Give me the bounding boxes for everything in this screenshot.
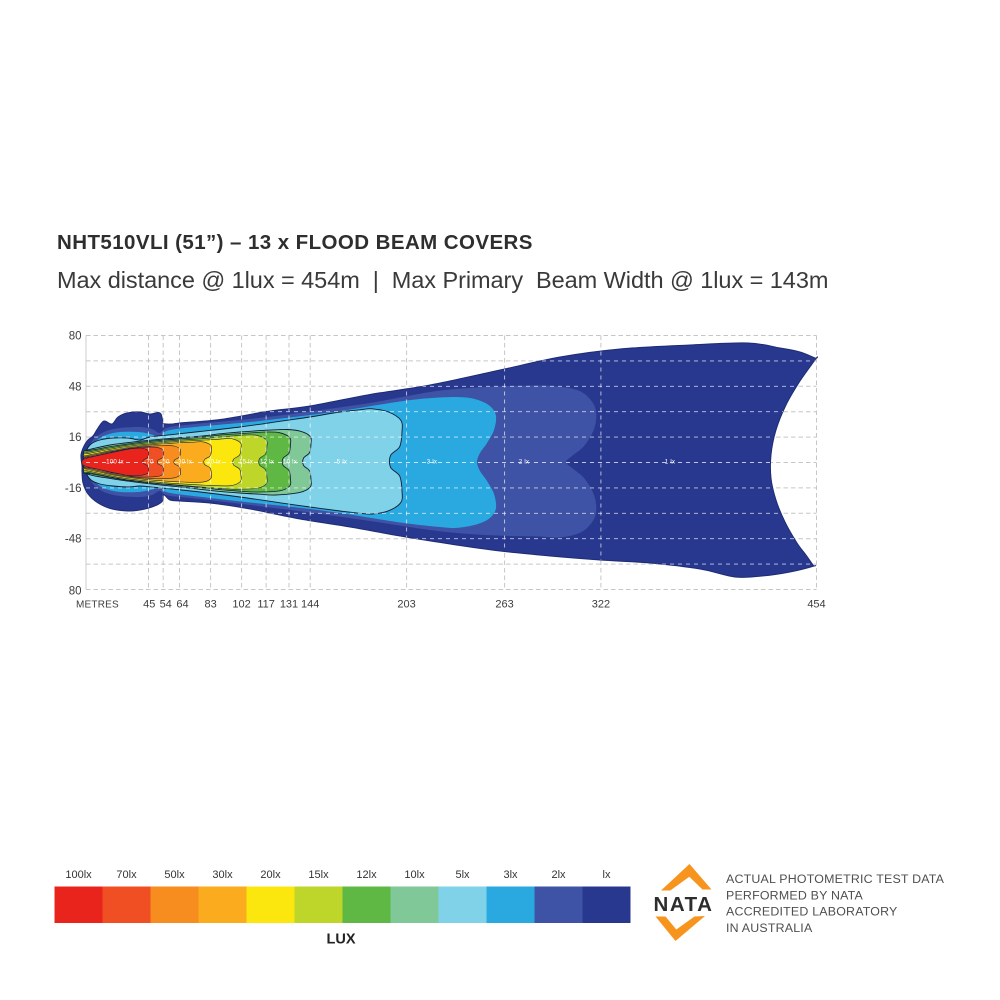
svg-text:263: 263 — [495, 599, 513, 611]
svg-text:lx: lx — [603, 869, 611, 881]
svg-text:117: 117 — [257, 599, 275, 611]
svg-text:131: 131 — [280, 599, 298, 611]
svg-text:LUX: LUX — [327, 932, 356, 948]
svg-text:80: 80 — [69, 586, 82, 598]
svg-text:ACTUAL PHOTOMETRIC TEST DATA: ACTUAL PHOTOMETRIC TEST DATA — [726, 872, 945, 886]
svg-text:322: 322 — [592, 599, 610, 611]
svg-text:64: 64 — [176, 599, 188, 611]
svg-text:12 lx: 12 lx — [260, 459, 275, 466]
svg-text:1 lx: 1 lx — [665, 459, 676, 466]
svg-text:PERFORMED BY NATA: PERFORMED BY NATA — [726, 888, 863, 902]
svg-text:45: 45 — [143, 599, 155, 611]
svg-text:30lx: 30lx — [212, 869, 233, 881]
svg-text:12lx: 12lx — [356, 869, 377, 881]
svg-text:10 lx: 10 lx — [283, 459, 298, 466]
svg-text:144: 144 — [301, 599, 319, 611]
svg-text:3 lx: 3 lx — [427, 459, 438, 466]
svg-text:5lx: 5lx — [455, 869, 470, 881]
svg-text:METRES: METRES — [76, 600, 119, 611]
svg-text:100lx: 100lx — [65, 869, 92, 881]
svg-text:102: 102 — [232, 599, 250, 611]
svg-text:80: 80 — [69, 331, 82, 343]
svg-text:203: 203 — [397, 599, 415, 611]
svg-text:2lx: 2lx — [551, 869, 566, 881]
svg-text:3lx: 3lx — [503, 869, 518, 881]
svg-text:-48: -48 — [65, 534, 82, 546]
svg-text:100 lx: 100 lx — [106, 459, 124, 466]
svg-text:54: 54 — [160, 599, 172, 611]
svg-text:50: 50 — [162, 459, 170, 466]
svg-text:NATA: NATA — [654, 893, 714, 916]
svg-text:16: 16 — [69, 432, 82, 444]
svg-text:15lx: 15lx — [308, 869, 329, 881]
svg-text:83: 83 — [204, 599, 216, 611]
svg-text:48: 48 — [69, 381, 82, 393]
svg-text:70: 70 — [146, 459, 154, 466]
svg-text:2 lx: 2 lx — [519, 459, 530, 466]
svg-text:30 lx: 30 lx — [178, 459, 193, 466]
svg-text:454: 454 — [807, 599, 825, 611]
svg-text:-16: -16 — [65, 483, 82, 495]
svg-text:IN AUSTRALIA: IN AUSTRALIA — [726, 921, 813, 935]
svg-text:10lx: 10lx — [404, 869, 425, 881]
svg-text:5 lx: 5 lx — [337, 459, 348, 466]
svg-text:70lx: 70lx — [116, 869, 137, 881]
svg-text:ACCREDITED LABORATORY: ACCREDITED LABORATORY — [726, 905, 898, 919]
svg-text:50lx: 50lx — [164, 869, 185, 881]
svg-text:15 lx: 15 lx — [239, 459, 254, 466]
svg-text:20 lx: 20 lx — [207, 459, 222, 466]
svg-text:20lx: 20lx — [260, 869, 281, 881]
